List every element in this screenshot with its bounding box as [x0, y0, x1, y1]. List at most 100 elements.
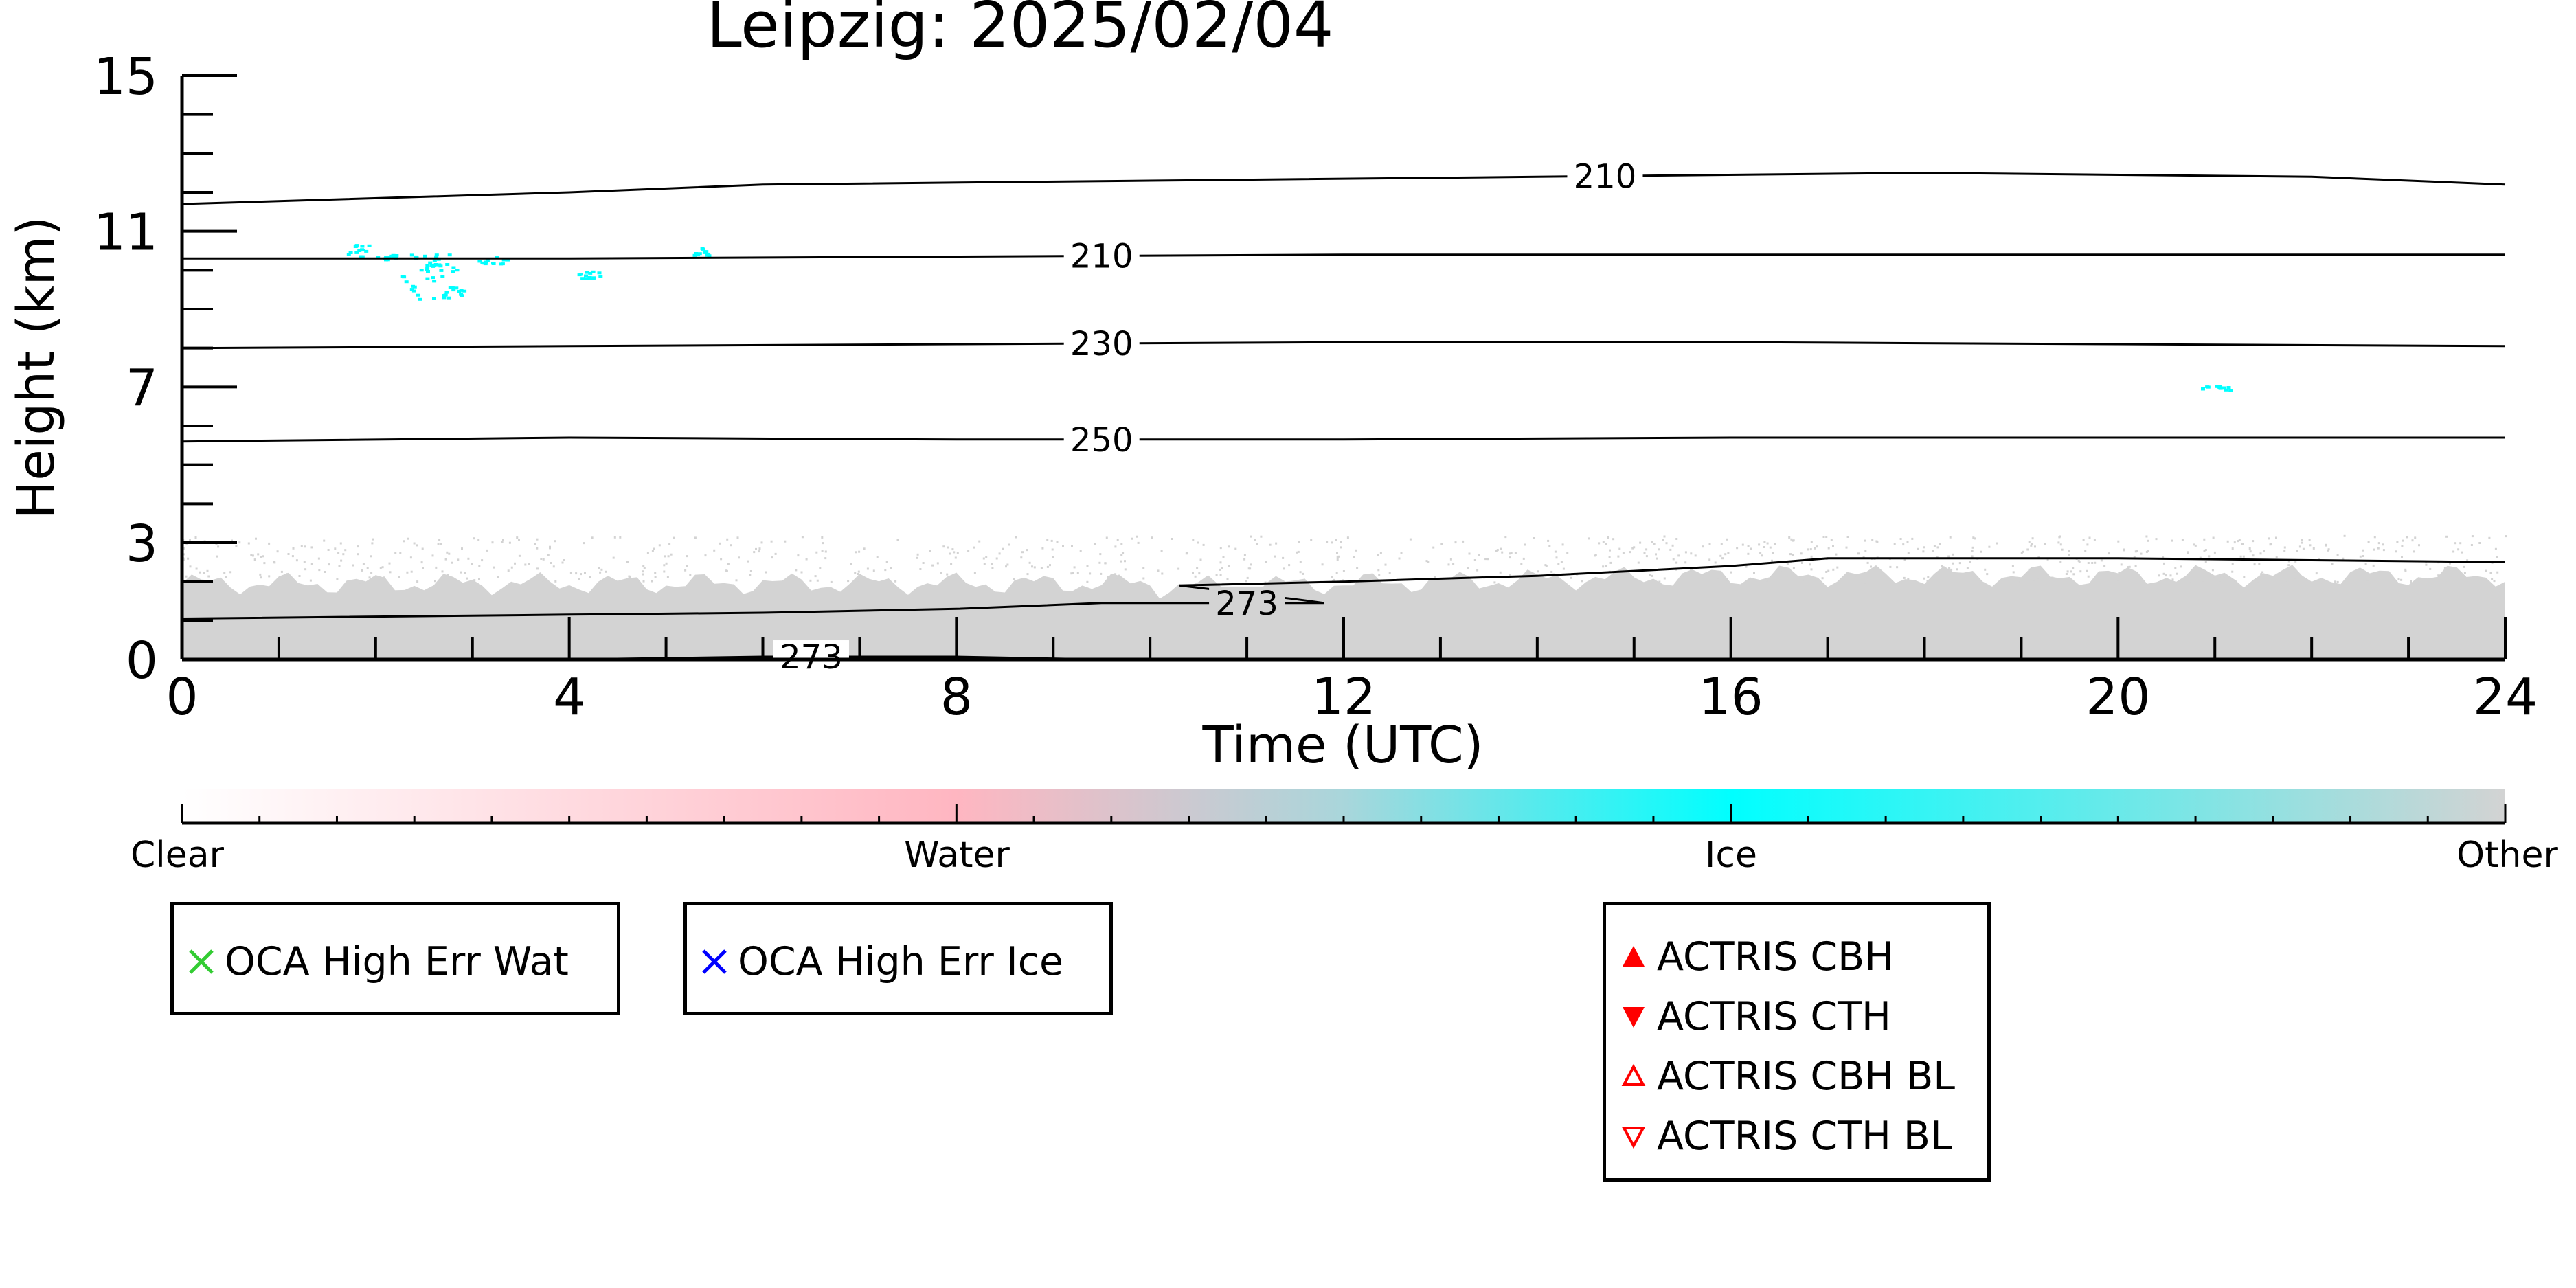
other-speckle	[1801, 562, 1803, 564]
other-speckle	[206, 569, 209, 572]
other-speckle	[2180, 565, 2182, 568]
other-speckle	[1557, 563, 1560, 565]
other-speckle	[2466, 559, 2469, 562]
other-speckle	[189, 565, 192, 568]
other-speckle	[1462, 540, 1465, 543]
isotherm-label-bg	[1567, 159, 1643, 193]
other-speckle	[2367, 541, 2370, 543]
other-speckle	[481, 559, 484, 562]
ice-cloud-pixel	[499, 262, 504, 266]
other-speckle	[983, 563, 986, 565]
other-speckle	[336, 578, 339, 580]
other-speckle	[1690, 552, 1693, 555]
other-speckle	[2258, 563, 2261, 565]
other-speckle	[528, 563, 530, 565]
other-speckle	[1903, 558, 1906, 561]
other-speckle	[653, 547, 655, 550]
ice-cloud-pixel	[354, 251, 359, 254]
other-speckle	[654, 576, 657, 578]
other-speckle	[2275, 556, 2278, 559]
x-tick-label: 0	[166, 668, 198, 727]
ice-cloud-pixel	[578, 273, 583, 276]
other-speckle	[2136, 550, 2138, 552]
colorbar-ticks	[181, 804, 2507, 823]
other-speckle	[1864, 581, 1866, 584]
other-speckle	[1836, 566, 1839, 569]
other-speckle	[2471, 535, 2474, 538]
isotherm-label-bg	[1063, 422, 1140, 456]
other-speckle	[493, 566, 495, 569]
other-speckle	[1759, 552, 1762, 554]
ice-cloud-pixel	[448, 286, 453, 289]
ice-cloud-pixel	[451, 266, 456, 269]
other-speckle	[2393, 580, 2395, 582]
other-speckle	[1398, 557, 1401, 560]
other-speckle	[2212, 536, 2215, 539]
other-speckle	[2285, 579, 2288, 582]
ice-cloud-pixel	[445, 263, 450, 266]
other-speckle	[334, 547, 337, 550]
other-speckle	[1026, 573, 1029, 576]
ice-cloud-pixel	[400, 275, 405, 278]
other-speckle	[2202, 579, 2204, 582]
other-speckle	[1790, 538, 1793, 541]
other-speckle	[578, 578, 580, 580]
other-speckle	[1703, 574, 1706, 576]
other-speckle	[1864, 550, 1867, 552]
other-speckle	[2359, 555, 2362, 558]
other-speckle	[2213, 551, 2216, 554]
other-speckle	[2452, 550, 2455, 553]
other-speckle	[344, 549, 347, 552]
ice-cloud-pixel	[432, 280, 437, 283]
other-speckle	[2377, 542, 2380, 545]
other-speckle	[287, 553, 290, 555]
other-speckle	[2301, 541, 2303, 544]
other-speckle	[749, 574, 752, 576]
other-speckle	[673, 536, 675, 539]
other-speckle	[1120, 554, 1123, 556]
other-speckle	[760, 541, 763, 544]
other-speckle	[1788, 568, 1791, 571]
other-speckle	[1265, 561, 1267, 563]
other-speckle	[1948, 567, 1951, 569]
other-speckle	[1260, 535, 1263, 538]
ice-cloud-pixel	[462, 289, 467, 293]
ice-cloud-pixel	[2224, 388, 2228, 392]
other-speckle	[1509, 556, 1511, 559]
other-speckle	[605, 570, 607, 573]
other-speckle	[1672, 558, 1675, 561]
other-speckle	[2176, 572, 2178, 575]
other-speckle	[337, 552, 340, 554]
other-speckle	[1629, 551, 1631, 554]
other-speckle	[217, 545, 220, 548]
other-speckle	[2219, 579, 2222, 582]
other-speckle	[1336, 558, 1339, 561]
other-speckle	[686, 565, 688, 567]
other-speckle	[1340, 541, 1342, 543]
other-speckle	[2485, 569, 2487, 572]
other-speckle	[1432, 546, 1435, 549]
other-speckle	[368, 576, 371, 579]
other-speckle	[1006, 563, 1009, 566]
other-speckle	[416, 580, 419, 583]
other-speckle	[549, 545, 551, 548]
isotherm-label: 273	[780, 638, 843, 677]
other-speckle	[1907, 552, 1910, 554]
other-speckle	[2061, 548, 2064, 551]
other-speckle	[884, 569, 887, 572]
other-speckle	[1099, 553, 1102, 556]
ice-cloud-pixel	[411, 289, 416, 293]
other-speckle	[304, 568, 307, 571]
other-speckle	[360, 581, 362, 583]
other-speckle	[2037, 576, 2040, 579]
other-speckle	[2203, 538, 2206, 541]
other-speckle	[2169, 580, 2171, 583]
other-speckle	[801, 536, 804, 539]
other-speckle	[2199, 556, 2202, 559]
other-speckle	[1379, 552, 1382, 554]
other-speckle	[805, 558, 808, 561]
ice-cloud-pixel	[364, 249, 369, 253]
other-speckle	[1228, 565, 1230, 567]
ice-cloud-pixel	[419, 269, 424, 272]
other-speckle	[815, 551, 818, 554]
